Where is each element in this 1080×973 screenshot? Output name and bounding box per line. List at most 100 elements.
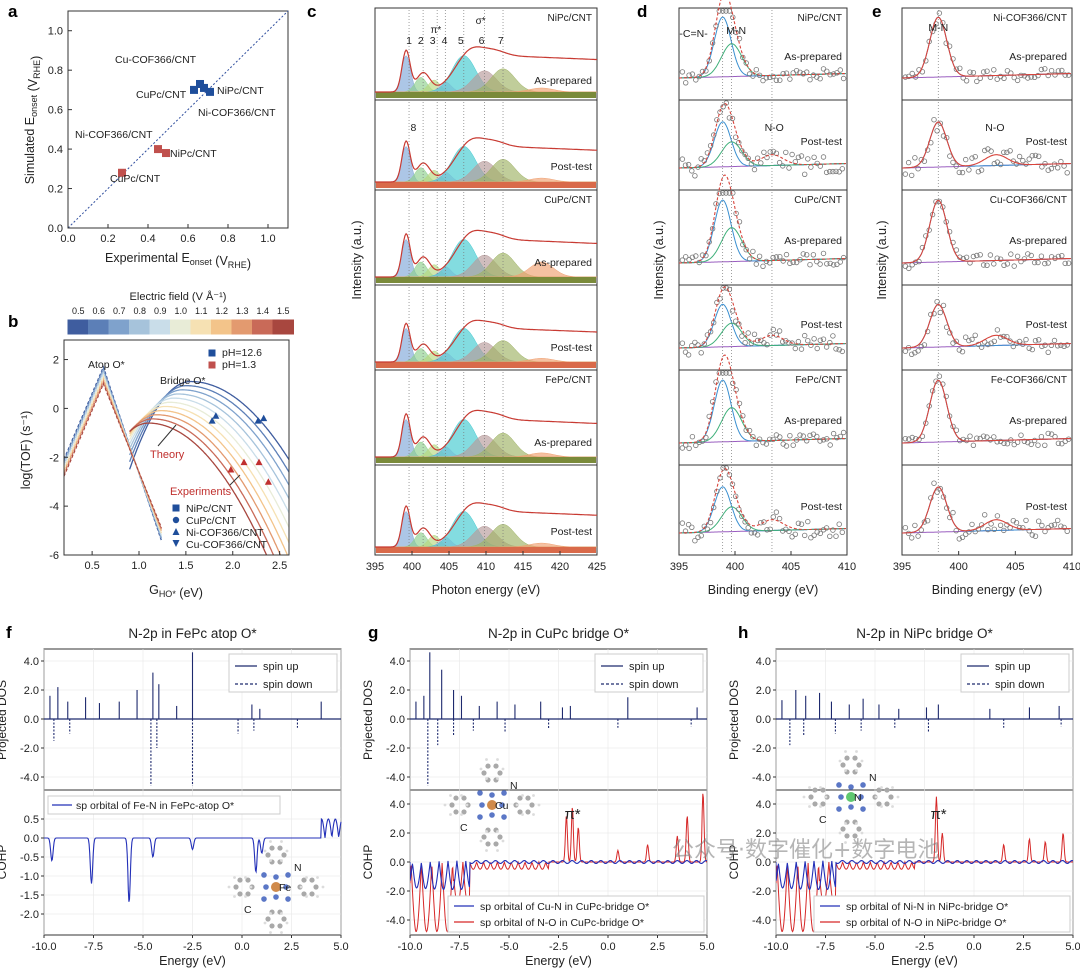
hydrogen-atom [285,921,289,925]
hydrogen-atom [855,822,858,825]
carbon-atom [876,787,882,793]
data-point [1062,438,1068,445]
data-point [830,71,837,77]
xps-spectrum [679,0,847,86]
data-point [753,66,759,73]
data-point [795,154,802,160]
y-axis-label: COHP [0,845,9,880]
carbon-atom [884,801,890,807]
data-point [810,252,817,258]
data-point [1025,75,1031,81]
mn-label: M-N [726,25,746,37]
data-point [739,148,745,154]
hydrogen-atom [449,794,452,797]
data-point [723,100,729,106]
hydrogen-atom [880,786,883,789]
tick-label: 0.6 [48,105,63,117]
data-point [1026,528,1032,534]
hydrogen-atom [855,841,858,844]
nitrogen-atom [848,784,854,790]
metal-label: N [854,792,862,804]
data-point [689,434,696,440]
xps-spectrum [679,174,847,269]
data-point [811,154,817,160]
data-point [770,436,776,443]
data-point [991,526,997,532]
data-point [830,430,837,437]
state-label: As-prepared [534,75,592,87]
data-point [997,161,1004,168]
cohp-curve [44,817,342,902]
exp-point [254,417,262,424]
data-point [1018,432,1024,438]
state-label: Post-test [801,319,843,331]
data-point [820,154,827,160]
point-label: Cu-COF366/CNT [115,54,197,66]
hydrogen-atom [855,750,858,753]
x-axis-label: Binding energy (eV) [708,583,818,597]
x-axis-label: Photon energy (eV) [432,583,540,597]
data-point [906,73,912,80]
tick-label: 0.0 [756,714,771,726]
atop-curve [64,365,163,542]
hydrogen-atom [844,822,847,825]
carbon-atom [461,809,467,815]
data-point [915,165,921,172]
data-point [683,254,689,260]
hydrogen-atom [880,805,883,808]
tick-label: 2 [53,355,59,367]
data-point [686,445,692,452]
exp-point [227,465,235,473]
tick-label: 415 [514,561,532,573]
peak-number: 7 [498,35,504,47]
peak-number: 3 [430,35,436,47]
data-point [793,259,800,266]
data-point [751,166,758,173]
carbon-atom [265,916,271,922]
data-point [817,75,823,82]
data-point [988,148,994,154]
tick-label: -2.0 [386,886,405,898]
data-point [820,66,827,72]
spectrum [375,137,597,188]
data-point [1014,439,1021,445]
data-point [777,434,783,440]
carbon-atom [485,841,491,847]
data-point [1038,66,1045,73]
tick-label: -2.0 [752,886,771,898]
data-point [921,158,928,164]
data-point [704,150,711,156]
spectrum-curve [375,229,598,278]
tick-label: 395 [893,561,911,573]
tick-label: 0.8 [220,233,235,245]
peak-number: 8 [411,122,417,134]
data-point [729,481,736,487]
data-point [982,512,988,518]
carbon-atom [301,891,307,897]
data-point [1026,345,1032,351]
point-label: CuPc/CNT [110,173,161,185]
data-point [824,261,830,267]
data-point [963,156,969,163]
xps-frame [678,464,848,556]
data-point [1032,338,1039,344]
tick-label: -4.0 [386,772,405,784]
fit-curve [679,286,846,349]
baseline-band [376,92,596,98]
data-point [760,263,766,269]
hydrogen-atom [838,831,842,835]
data-point [1048,342,1055,348]
component-curve [679,379,846,444]
tick-label: 0.0 [390,714,405,726]
tick-label: 0.2 [48,184,63,196]
carbon-atom [497,770,503,776]
data-point [1007,148,1013,154]
hydrogen-atom [485,777,488,780]
data-point [936,373,943,379]
data-point [1035,259,1041,266]
carbon-atom [277,923,283,929]
nitrogen-atom [858,794,864,800]
data-point [814,433,820,440]
data-point [994,76,1000,82]
sample-label: Ni-COF366/CNT [993,13,1067,24]
